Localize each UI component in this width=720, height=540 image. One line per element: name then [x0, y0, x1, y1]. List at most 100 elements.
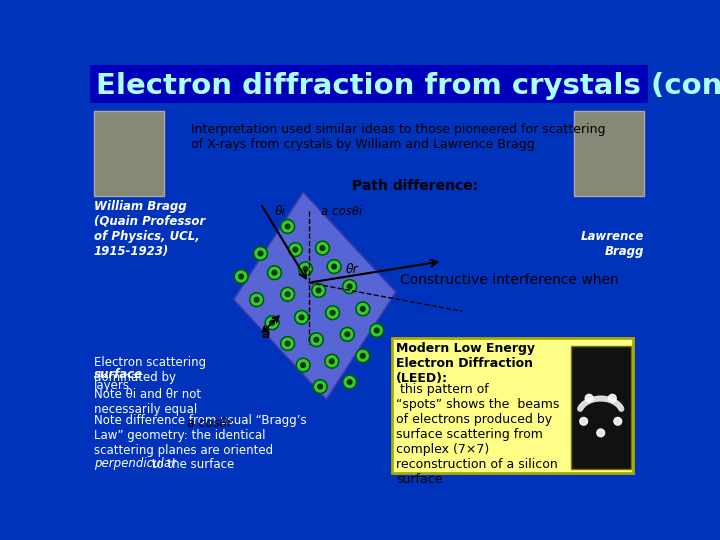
- Circle shape: [269, 267, 280, 278]
- Circle shape: [293, 247, 297, 252]
- Circle shape: [341, 327, 354, 341]
- Circle shape: [345, 332, 350, 336]
- Circle shape: [615, 402, 620, 406]
- Circle shape: [253, 247, 267, 260]
- Circle shape: [602, 396, 606, 401]
- Circle shape: [315, 241, 330, 255]
- Circle shape: [299, 262, 312, 276]
- Circle shape: [296, 312, 307, 323]
- Circle shape: [357, 303, 368, 314]
- Circle shape: [612, 400, 616, 404]
- Circle shape: [591, 397, 595, 402]
- Circle shape: [251, 294, 262, 305]
- Circle shape: [285, 341, 290, 346]
- Circle shape: [599, 396, 604, 401]
- Circle shape: [372, 325, 382, 336]
- Circle shape: [590, 397, 594, 402]
- Circle shape: [327, 260, 341, 273]
- Circle shape: [301, 363, 305, 367]
- Circle shape: [585, 394, 593, 402]
- Circle shape: [281, 287, 294, 301]
- Circle shape: [296, 358, 310, 372]
- Circle shape: [325, 306, 340, 320]
- Circle shape: [303, 267, 307, 271]
- Circle shape: [318, 384, 323, 389]
- Circle shape: [267, 266, 282, 280]
- Circle shape: [234, 269, 248, 284]
- Circle shape: [597, 429, 605, 437]
- Text: perpendicular: perpendicular: [94, 457, 176, 470]
- Circle shape: [312, 284, 325, 298]
- Text: Modern Low Energy
Electron Diffraction
(LEED):: Modern Low Energy Electron Diffraction (…: [396, 342, 535, 385]
- Text: this pattern of
“spots” shows the  beams
of electrons produced by
surface scatte: this pattern of “spots” shows the beams …: [396, 383, 559, 486]
- Circle shape: [361, 307, 365, 311]
- Circle shape: [289, 242, 302, 256]
- Circle shape: [614, 401, 618, 406]
- Text: a cosθr: a cosθr: [187, 417, 233, 430]
- Circle shape: [250, 293, 264, 307]
- Circle shape: [578, 406, 583, 410]
- Circle shape: [297, 360, 309, 370]
- Circle shape: [588, 398, 593, 402]
- Circle shape: [613, 400, 618, 405]
- Text: Note θi and θr not
necessarily equal: Note θi and θr not necessarily equal: [94, 388, 201, 416]
- Bar: [575, 111, 644, 195]
- Circle shape: [258, 251, 263, 256]
- Circle shape: [325, 354, 339, 368]
- Circle shape: [327, 307, 338, 318]
- Circle shape: [347, 284, 352, 289]
- Circle shape: [618, 406, 624, 410]
- Circle shape: [596, 396, 601, 401]
- Bar: [90, 65, 648, 103]
- Text: θr: θr: [346, 262, 359, 276]
- Circle shape: [330, 310, 335, 315]
- Text: layers: layers: [94, 379, 130, 392]
- Circle shape: [586, 399, 590, 403]
- Circle shape: [316, 288, 321, 293]
- Circle shape: [285, 292, 290, 296]
- Circle shape: [344, 281, 355, 292]
- Circle shape: [580, 403, 585, 408]
- Circle shape: [356, 349, 370, 363]
- Text: surface: surface: [94, 368, 143, 381]
- Circle shape: [342, 329, 353, 340]
- Circle shape: [330, 359, 334, 363]
- Circle shape: [616, 403, 621, 408]
- Circle shape: [582, 401, 588, 406]
- Circle shape: [605, 397, 609, 401]
- Text: Constructive interference when: Constructive interference when: [400, 273, 618, 287]
- Text: Lawrence
Bragg: Lawrence Bragg: [581, 231, 644, 258]
- Circle shape: [329, 261, 340, 272]
- Bar: [94, 111, 163, 195]
- Circle shape: [282, 338, 293, 349]
- Circle shape: [580, 404, 584, 409]
- Circle shape: [581, 402, 585, 407]
- Circle shape: [294, 310, 309, 325]
- Circle shape: [587, 399, 592, 403]
- Circle shape: [595, 396, 600, 401]
- Circle shape: [347, 380, 352, 384]
- Circle shape: [618, 405, 623, 409]
- Text: William Bragg
(Quain Professor
of Physics, UCL,
1915-1923): William Bragg (Quain Professor of Physic…: [94, 200, 205, 258]
- Circle shape: [585, 400, 590, 404]
- Text: Electron scattering
dominated by: Electron scattering dominated by: [94, 356, 206, 384]
- Circle shape: [255, 248, 266, 259]
- Polygon shape: [233, 192, 396, 400]
- Circle shape: [313, 285, 324, 296]
- Circle shape: [610, 399, 614, 403]
- Circle shape: [281, 220, 294, 233]
- Circle shape: [343, 375, 356, 389]
- Circle shape: [311, 334, 322, 345]
- Circle shape: [239, 274, 243, 279]
- Circle shape: [582, 402, 587, 406]
- Circle shape: [577, 407, 582, 411]
- Circle shape: [592, 397, 597, 401]
- Circle shape: [617, 404, 622, 409]
- Circle shape: [584, 400, 588, 405]
- Text: θi: θi: [274, 205, 286, 218]
- Circle shape: [598, 396, 603, 401]
- Circle shape: [608, 398, 613, 402]
- Circle shape: [606, 397, 611, 402]
- Circle shape: [254, 298, 259, 302]
- Circle shape: [614, 417, 621, 425]
